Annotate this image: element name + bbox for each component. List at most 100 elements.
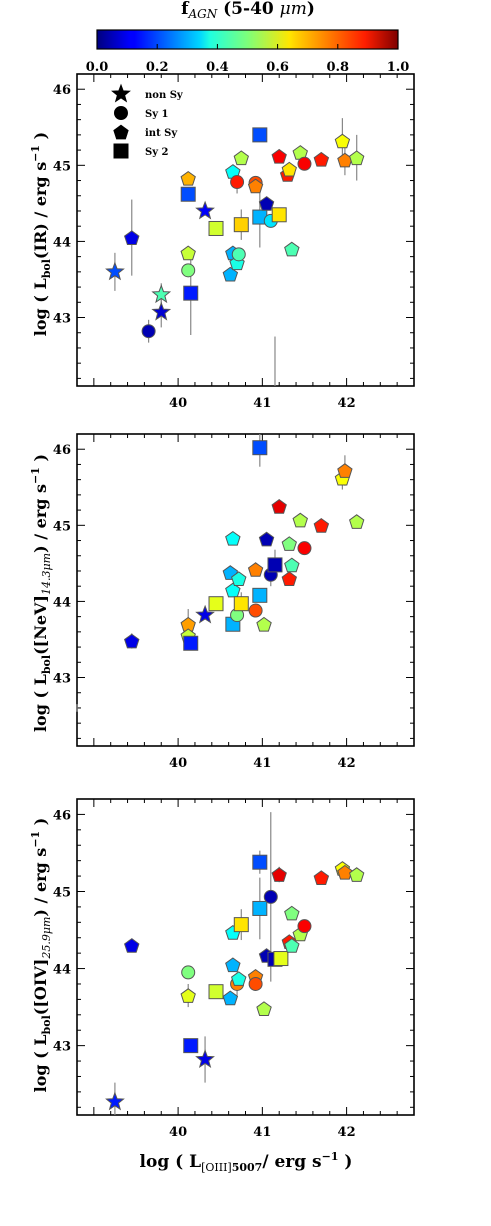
y-tick-label: 43 [53, 1040, 71, 1055]
colorbar-title-close: ) [307, 0, 315, 19]
colorbar-title-sub: AGN [187, 7, 217, 21]
data-point-pentagon [349, 514, 365, 529]
data-point-pentagon [231, 971, 247, 986]
data-point-square [267, 557, 283, 573]
data-point-square [233, 217, 249, 233]
y-tick-label: 44 [53, 595, 71, 610]
data-point-pentagon [258, 531, 275, 547]
x-tick-label: 42 [338, 1125, 356, 1140]
colorbar-tick-label: 0.6 [266, 60, 289, 75]
colorbar-title-unit: μm [280, 0, 307, 19]
colorbar-tick-label: 1.0 [387, 60, 410, 75]
x-tick-label: 42 [338, 756, 356, 771]
data-point-star [151, 284, 172, 304]
data-point-pentagon [313, 870, 330, 885]
data-point-circle [297, 156, 312, 171]
data-point-square [252, 587, 268, 603]
colorbar-tick-label: 0.4 [206, 60, 229, 75]
data-point-pentagon [313, 151, 330, 167]
legend-marker-star [111, 83, 131, 103]
data-point-square [252, 127, 268, 143]
data-point-pentagon [334, 133, 351, 149]
data-point-pentagon [256, 616, 272, 632]
colorbar-tick-label: 0.8 [326, 60, 349, 75]
data-point-pentagon [284, 241, 300, 257]
legend-marker-square [113, 143, 129, 159]
data-point-circle [248, 976, 263, 991]
data-point-pentagon [247, 178, 264, 194]
colorbar-title-range: (5-40 [217, 0, 279, 19]
data-point-star [195, 200, 215, 220]
data-point-square [233, 917, 249, 933]
data-point-pentagon [124, 938, 140, 953]
data-point-pentagon [349, 150, 365, 166]
data-point-pentagon [281, 161, 297, 177]
data-point-pentagon [284, 905, 300, 921]
x-tick-label: 42 [338, 396, 356, 411]
data-point-square [233, 596, 249, 612]
data-point-pentagon [337, 463, 353, 478]
panel-ir: 40 41 42 43 44 45 46 [53, 73, 415, 411]
y-tick-label: 44 [53, 963, 71, 978]
data-point-pentagon [292, 512, 308, 528]
legend-marker-circle [114, 106, 128, 120]
data-point-circle [141, 324, 156, 339]
data-point-pentagon [247, 562, 264, 577]
data-point-pentagon [233, 150, 249, 166]
y-tick-label: 43 [53, 312, 71, 327]
panel-oiv: 40 41 42 43 44 45 46 [53, 798, 415, 1140]
data-point-pentagon [222, 266, 239, 282]
data-point-circle [297, 541, 312, 556]
data-point-pentagon [284, 938, 300, 953]
data-point-pentagon [124, 633, 140, 649]
data-point-pentagon [271, 148, 287, 164]
ylabel-ir: log ( Lbol(IR) / erg s−1 ) [29, 132, 53, 336]
data-point-square [271, 207, 287, 223]
data-point-star [105, 261, 125, 281]
legend-label: non Sy [145, 90, 184, 101]
data-point-pentagon [258, 196, 275, 211]
data-point-circle [297, 919, 312, 934]
colorbar-title: fAGN (5-40 μm) [181, 0, 315, 21]
data-point-circle [231, 247, 246, 262]
panel-nev: 40 41 42 43 44 45 46 [53, 433, 415, 771]
y-tick-label: 45 [53, 519, 71, 534]
y-tick-label: 46 [53, 443, 71, 458]
data-point-circle [248, 603, 263, 618]
colorbar-tick-label: 0.2 [146, 60, 169, 75]
colorbar [96, 29, 399, 50]
x-tick-label: 40 [169, 756, 187, 771]
data-point-square [252, 440, 268, 456]
data-point-square [180, 186, 196, 202]
data-point-pentagon [337, 152, 353, 168]
data-point-pentagon [180, 170, 196, 186]
data-point-star [195, 1049, 215, 1068]
data-point-square [183, 635, 199, 651]
y-tick-label: 43 [53, 672, 71, 687]
legend-label: Sy 2 [145, 147, 169, 158]
x-tick-label: 41 [253, 756, 271, 771]
data-point-pentagon [313, 517, 330, 533]
legend-marker-pentagon [113, 124, 129, 140]
ylabel-nev: log ( Lbol([NeV]14.3μm) / erg s−1 ) [29, 454, 53, 732]
data-point-square [183, 1038, 199, 1054]
y-tick-label: 46 [53, 83, 71, 98]
data-point-circle [263, 889, 278, 904]
colorbar-tick-label: 0.0 [86, 60, 109, 75]
data-point-pentagon [349, 867, 365, 882]
plot-frame [76, 798, 415, 1116]
data-point-pentagon [225, 582, 241, 598]
data-point-pentagon [124, 230, 140, 245]
data-point-square [183, 285, 199, 301]
data-point-pentagon [281, 571, 297, 586]
y-tick-label: 45 [53, 885, 71, 900]
y-tick-label: 44 [53, 235, 71, 250]
legend: non Sy Sy 1 int Sy Sy 2 [111, 83, 184, 159]
data-point-square [252, 854, 268, 870]
x-tick-label: 41 [253, 1125, 271, 1140]
x-tick-label: 40 [169, 396, 187, 411]
x-tick-label: 41 [253, 396, 271, 411]
ylabel-oiv: log ( Lbol([OIV]25.9μm) / erg s−1 ) [29, 818, 53, 1093]
legend-label: int Sy [145, 128, 178, 139]
